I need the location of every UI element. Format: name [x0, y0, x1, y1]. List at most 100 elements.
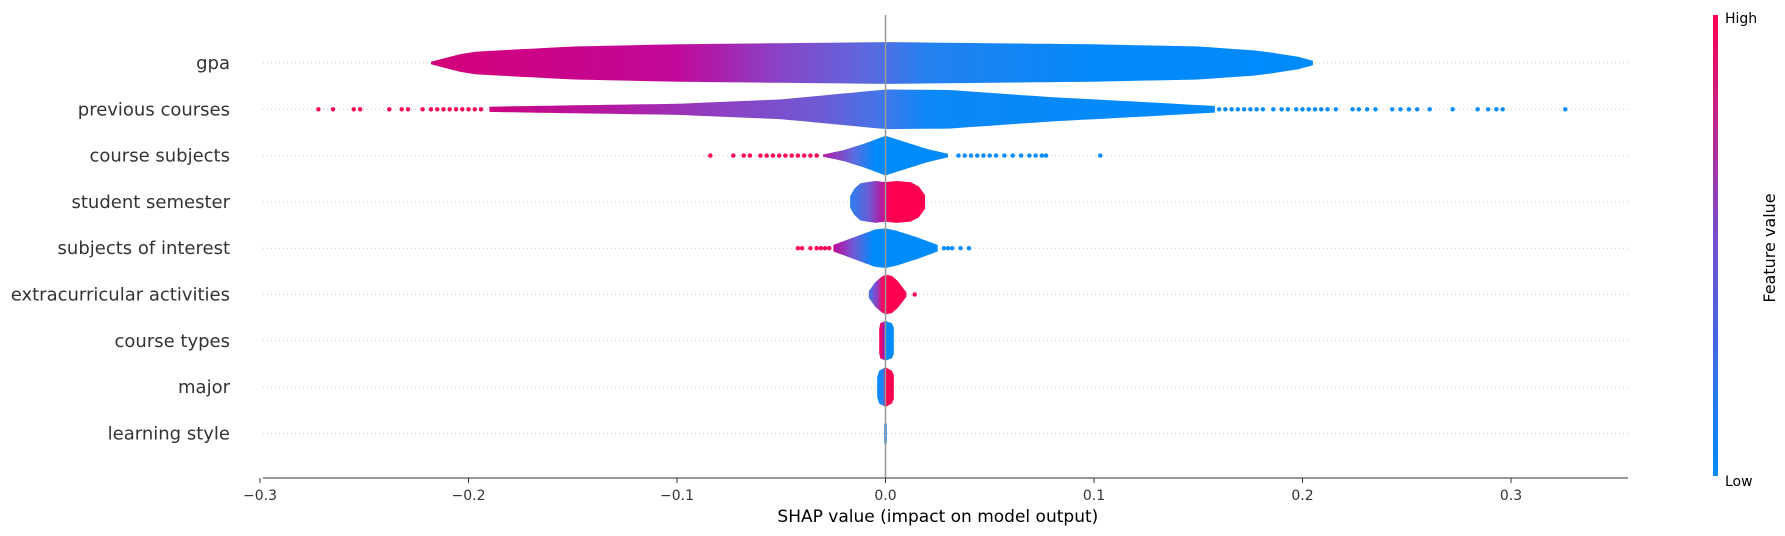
dot-course-subjects: [962, 153, 967, 158]
dot-previous-courses: [1356, 107, 1361, 112]
dot-course-subjects: [795, 153, 801, 158]
dot-course-subjects: [1010, 153, 1015, 158]
dot-subjects-of-interest: [795, 246, 801, 251]
dot-course-subjects: [776, 153, 782, 158]
dot-subjects-of-interest: [799, 246, 805, 251]
dot-previous-courses: [1494, 107, 1499, 112]
dot-course-subjects: [731, 153, 736, 158]
dot-previous-courses: [1260, 107, 1266, 112]
dot-course-subjects: [1039, 153, 1045, 158]
dot-subjects-of-interest: [941, 246, 947, 251]
dot-previous-courses: [399, 107, 404, 112]
dot-previous-courses: [453, 107, 459, 112]
dot-extracurricular-activities: [912, 292, 917, 297]
feature-labels: gpa previous courses course subjects studen…: [11, 53, 231, 444]
dot-course-subjects: [741, 153, 746, 158]
colorbar-gradient: [1713, 15, 1718, 476]
dot-previous-courses: [435, 107, 440, 112]
colorbar-title: Feature value: [1760, 193, 1779, 302]
dot-course-subjects: [975, 153, 980, 158]
x-tick-label: 0.2: [1291, 488, 1313, 504]
dot-course-subjects: [993, 153, 999, 158]
dot-course-subjects: [956, 153, 961, 158]
violin-gpa: [431, 42, 1313, 84]
dot-previous-courses: [1398, 107, 1403, 112]
dot-previous-courses: [1254, 107, 1259, 112]
dot-previous-courses: [1500, 107, 1505, 112]
feature-label-previous-courses: previous courses: [78, 99, 230, 120]
dot-course-subjects: [789, 153, 794, 158]
x-tick-label: 0.0: [874, 488, 896, 504]
violin-course-types: [879, 321, 894, 361]
dot-previous-courses: [1427, 107, 1432, 112]
dot-previous-courses: [1271, 107, 1276, 112]
colorbar-high-label: High: [1725, 11, 1757, 27]
dot-previous-courses: [1306, 107, 1311, 112]
feature-label-gpa: gpa: [196, 53, 230, 74]
dot-previous-courses: [1406, 107, 1412, 112]
dot-previous-courses: [1285, 107, 1291, 112]
feature-label-extracurricular-activities: extracurricular activities: [11, 285, 230, 306]
dot-previous-courses: [1241, 107, 1247, 112]
dot-course-subjects: [1027, 153, 1032, 158]
violin-extracurricular-activities: [868, 274, 907, 315]
dot-course-subjects: [1018, 153, 1024, 158]
x-tick-label: −0.3: [243, 488, 277, 504]
dot-previous-courses: [1279, 107, 1284, 112]
dot-previous-courses: [1373, 107, 1378, 112]
dot-previous-courses: [472, 107, 477, 112]
dot-previous-courses: [1294, 107, 1299, 112]
dot-previous-courses: [1223, 107, 1228, 112]
violins: [316, 42, 1568, 447]
dot-subjects-of-interest: [822, 246, 828, 251]
dot-course-subjects: [801, 153, 807, 158]
dot-previous-courses: [1248, 107, 1253, 112]
feature-label-course-types: course types: [115, 331, 230, 352]
dot-course-subjects: [783, 153, 788, 158]
dot-course-subjects: [981, 153, 986, 158]
dot-previous-courses: [420, 107, 425, 112]
dot-course-subjects: [708, 153, 713, 158]
dot-subjects-of-interest: [818, 246, 824, 251]
dot-subjects-of-interest: [827, 246, 832, 251]
dot-previous-courses: [316, 107, 321, 112]
dot-previous-courses: [1414, 107, 1420, 112]
dot-previous-courses: [1563, 107, 1568, 112]
dot-previous-courses: [447, 107, 452, 112]
dot-course-subjects: [1098, 153, 1103, 158]
dot-previous-courses: [1235, 107, 1241, 112]
dot-previous-courses: [1229, 107, 1234, 112]
dot-previous-courses: [1485, 107, 1491, 112]
dot-course-subjects: [808, 153, 813, 158]
dot-previous-courses: [460, 107, 465, 112]
dot-course-subjects: [814, 153, 819, 158]
x-tick-label: −0.2: [452, 488, 486, 504]
dot-course-subjects: [987, 153, 992, 158]
dot-previous-courses: [1300, 107, 1305, 112]
dot-course-subjects: [1043, 153, 1049, 158]
dot-previous-courses: [387, 107, 392, 112]
violin-student-semester: [850, 181, 926, 223]
dot-previous-courses: [330, 107, 336, 112]
dot-course-subjects: [968, 153, 974, 158]
dot-previous-courses: [1325, 107, 1330, 112]
dot-course-subjects: [747, 153, 753, 158]
dot-previous-courses: [351, 107, 357, 112]
dot-subjects-of-interest: [950, 246, 955, 251]
violin-previous-courses: [489, 89, 1215, 130]
dot-previous-courses: [1389, 107, 1395, 112]
feature-label-subjects-of-interest: subjects of interest: [58, 238, 230, 259]
dot-previous-courses: [478, 107, 484, 112]
colorbar: High Low Feature value: [1713, 11, 1779, 490]
feature-label-major: major: [178, 377, 231, 398]
dot-previous-courses: [1333, 107, 1339, 112]
dot-course-subjects: [764, 153, 769, 158]
dot-course-subjects: [758, 153, 763, 158]
dot-course-subjects: [1033, 153, 1038, 158]
dot-subjects-of-interest: [958, 246, 963, 251]
dot-previous-courses: [1450, 107, 1455, 112]
dot-previous-courses: [441, 107, 446, 112]
dot-course-subjects: [770, 153, 776, 158]
x-axis-title: SHAP value (impact on model output): [777, 507, 1098, 527]
